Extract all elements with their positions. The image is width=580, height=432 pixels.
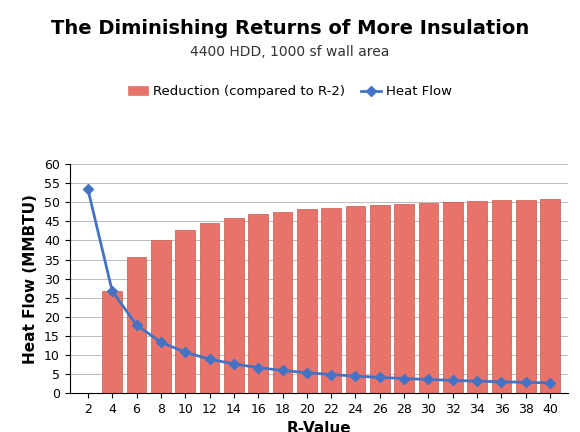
Bar (516, 200, 535, 393)
Bar (394, 203, 414, 393)
Bar (175, 230, 195, 393)
Bar (541, 199, 560, 393)
Bar (321, 207, 341, 393)
Bar (443, 202, 463, 393)
Bar (248, 215, 268, 393)
Text: The Diminishing Returns of More Insulation: The Diminishing Returns of More Insulati… (51, 19, 529, 38)
Bar (419, 203, 438, 393)
Bar (127, 257, 146, 393)
Bar (273, 212, 292, 393)
Bar (224, 218, 244, 393)
Y-axis label: Heat Flow (MMBTU): Heat Flow (MMBTU) (23, 194, 38, 364)
Text: 4400 HDD, 1000 sf wall area: 4400 HDD, 1000 sf wall area (190, 45, 390, 59)
Bar (200, 223, 219, 393)
Bar (151, 240, 171, 393)
Bar (467, 201, 487, 393)
Bar (370, 205, 390, 393)
Bar (103, 291, 122, 393)
Legend: Reduction (compared to R-2), Heat Flow: Reduction (compared to R-2), Heat Flow (123, 80, 457, 104)
Bar (297, 210, 317, 393)
X-axis label: R-Value: R-Value (287, 421, 351, 432)
Bar (492, 200, 511, 393)
Bar (346, 206, 365, 393)
